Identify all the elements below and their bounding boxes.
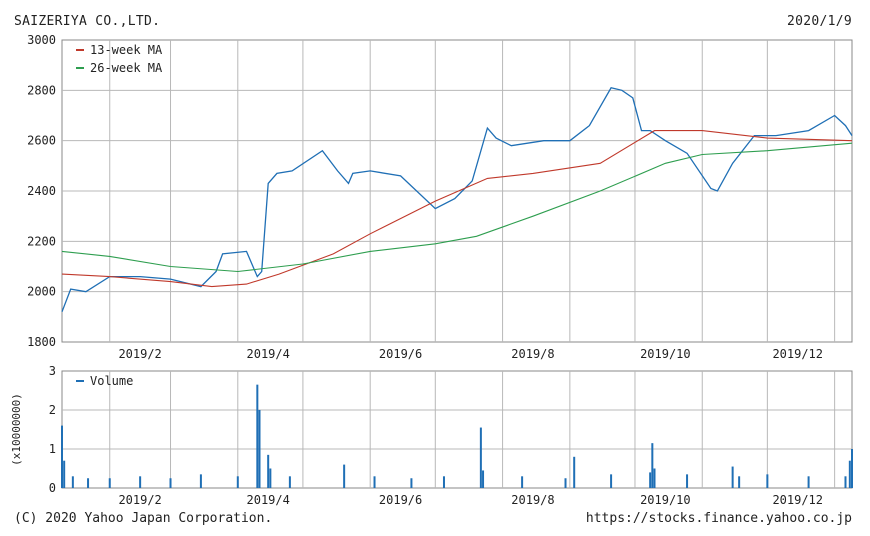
volume-bar xyxy=(108,478,111,488)
y-tick-label: 1800 xyxy=(27,335,56,349)
volume-bar xyxy=(256,384,259,488)
x-tick-label: 2019/6 xyxy=(379,347,422,361)
x-tick-label: 2019/12 xyxy=(772,347,823,361)
volume-bar xyxy=(686,474,689,488)
volume-bar xyxy=(63,460,66,488)
volume-panel: 0 1 2 3 2019/2 2019/4 2019/6 2019/8 2019/10 2019/… xyxy=(10,364,853,507)
volume-bar xyxy=(610,474,613,488)
volume-bar xyxy=(343,464,346,488)
y-tick-label: 2800 xyxy=(27,83,56,97)
volume-bar xyxy=(139,476,142,488)
y-axis-label: (x10000000) xyxy=(10,393,23,466)
volume-bar xyxy=(410,478,413,488)
volume-bar xyxy=(169,478,172,488)
volume-bar xyxy=(71,476,74,488)
volume-bar xyxy=(236,476,239,488)
volume-bar xyxy=(482,470,485,488)
y-tick-label: 2 xyxy=(49,403,56,417)
volume-bar xyxy=(844,476,847,488)
volume-bar xyxy=(738,476,741,488)
x-tick-label: 2019/8 xyxy=(511,347,554,361)
x-tick-label: 2019/6 xyxy=(379,493,422,507)
volume-bar xyxy=(573,456,576,488)
x-tick-label: 2019/4 xyxy=(247,347,290,361)
volume-bar xyxy=(288,476,291,488)
x-tick-label: 2019/10 xyxy=(640,493,691,507)
volume-bar xyxy=(649,472,652,488)
y-tick-label: 2600 xyxy=(27,134,56,148)
ma13-line xyxy=(61,130,853,288)
x-tick-label: 2019/2 xyxy=(118,347,161,361)
volume-bar xyxy=(87,478,90,488)
y-tick-label: 2200 xyxy=(27,234,56,248)
volume-bar xyxy=(731,466,734,488)
x-tick-label: 2019/8 xyxy=(511,493,554,507)
y-tick-label: 0 xyxy=(49,481,56,495)
price-line xyxy=(61,87,853,313)
volume-bar xyxy=(653,468,656,488)
volume-bar xyxy=(564,478,567,488)
legend-entry: Volume xyxy=(90,374,133,388)
volume-bar xyxy=(766,474,769,488)
volume-bar xyxy=(373,476,376,488)
volume-bar xyxy=(267,454,270,488)
volume-bar xyxy=(851,449,853,488)
chart-date: 2020/1/9 xyxy=(786,14,852,29)
y-tick-label: 3 xyxy=(49,364,56,378)
legend-entry: 26-week MA xyxy=(90,61,163,75)
volume-bar xyxy=(269,468,272,488)
x-tick-label: 2019/12 xyxy=(772,493,823,507)
volume-bar xyxy=(258,410,261,488)
legend-entry: 13-week MA xyxy=(90,43,163,57)
y-tick-label: 2000 xyxy=(27,285,56,299)
x-tick-label: 2019/4 xyxy=(247,493,290,507)
y-tick-label: 2400 xyxy=(27,184,56,198)
volume-bar xyxy=(807,476,810,488)
volume-bar xyxy=(651,443,654,488)
price-panel: 1800 2000 2200 2400 2600 2800 3000 2019/2 2019/4… xyxy=(27,33,853,361)
volume-bar xyxy=(521,476,524,488)
y-tick-label: 1 xyxy=(49,442,56,456)
ma26-line xyxy=(61,142,853,273)
volume-bar xyxy=(199,474,202,488)
volume-bar xyxy=(61,425,63,488)
x-tick-label: 2019/2 xyxy=(118,493,161,507)
y-tick-label: 3000 xyxy=(27,33,56,47)
volume-bar xyxy=(442,476,445,488)
source-url[interactable]: https://stocks.finance.yahoo.co.jp xyxy=(585,511,852,526)
x-tick-label: 2019/10 xyxy=(640,347,691,361)
volume-bar xyxy=(848,460,851,488)
company-name: SAIZERIYA CO.,LTD. xyxy=(14,14,161,29)
copyright-text: (C) 2020 Yahoo Japan Corporation. xyxy=(14,511,273,526)
volume-bar xyxy=(479,427,482,488)
